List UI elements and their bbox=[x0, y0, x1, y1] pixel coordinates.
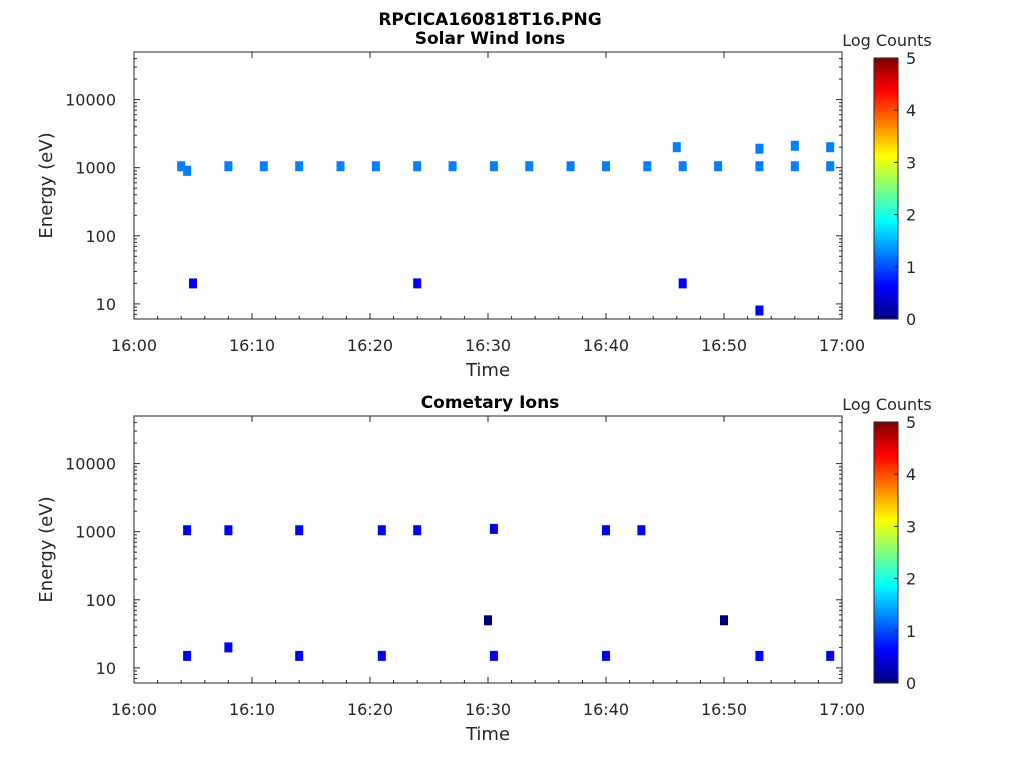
heatmap-cell bbox=[224, 161, 233, 172]
colorbar-tick-label: 0 bbox=[906, 310, 916, 329]
panel-cometary: 16:00 16:10 16:20 16:30 16:40 16:50 17:0010100… bbox=[36, 393, 932, 745]
colorbar-tick-label: 4 bbox=[906, 465, 916, 484]
plot-area bbox=[133, 415, 843, 684]
y-tick-label: 1000 bbox=[75, 159, 116, 178]
y-axis-label: Energy (eV) bbox=[36, 496, 57, 602]
colorbar-tick-label: 0 bbox=[906, 674, 916, 693]
colorbar-tick-label: 3 bbox=[906, 517, 916, 536]
x-tick-label: 16:20 bbox=[347, 700, 393, 719]
heatmap-cell bbox=[224, 642, 233, 653]
heatmap-cell bbox=[489, 650, 498, 661]
heatmap-cell bbox=[566, 161, 575, 172]
figure-title: RPCICA160818T16.PNG bbox=[378, 10, 601, 30]
x-axis-label: Time bbox=[465, 724, 510, 745]
panel-solar-wind: 16:00 16:10 16:20 16:30 16:40 16:50 17:0010100… bbox=[36, 29, 932, 381]
heatmap-cell bbox=[755, 143, 764, 154]
colorbar-tick-label: 5 bbox=[906, 413, 916, 432]
heatmap-cell bbox=[755, 650, 764, 661]
heatmap-cells bbox=[177, 140, 835, 316]
heatmap-cell bbox=[714, 161, 723, 172]
x-tick-label: 16:40 bbox=[583, 700, 629, 719]
x-tick-label: 16:30 bbox=[465, 700, 511, 719]
heatmap-cell bbox=[720, 615, 728, 626]
colorbar-tick-label: 2 bbox=[906, 206, 916, 225]
x-tick-label: 16:00 bbox=[111, 700, 157, 719]
x-axis-label: Time bbox=[465, 360, 510, 381]
y-tick-label: 10 bbox=[96, 659, 116, 678]
heatmap-cell bbox=[755, 161, 764, 172]
heatmap-cell bbox=[637, 525, 646, 536]
heatmap-cell bbox=[295, 650, 304, 661]
heatmap-cell bbox=[602, 525, 610, 536]
heatmap-cell bbox=[448, 161, 457, 172]
x-tick-label: 16:10 bbox=[229, 336, 275, 355]
x-tick-label: 17:00 bbox=[819, 700, 865, 719]
y-axis-label: Energy (eV) bbox=[36, 132, 57, 238]
heatmap-cell bbox=[377, 525, 386, 536]
y-tick-label: 100 bbox=[85, 227, 116, 246]
heatmap-cell bbox=[672, 142, 681, 153]
colorbar bbox=[873, 57, 899, 320]
panel-title: Cometary Ions bbox=[421, 393, 560, 413]
x-tick-label: 16:40 bbox=[583, 336, 629, 355]
panel-title: Solar Wind Ions bbox=[415, 29, 566, 49]
heatmap-cell bbox=[413, 278, 422, 289]
heatmap-cell bbox=[489, 523, 498, 534]
heatmap-cell bbox=[826, 142, 835, 153]
heatmap-cell bbox=[413, 161, 422, 172]
heatmap-cell bbox=[377, 650, 386, 661]
heatmap-cell bbox=[790, 161, 799, 172]
heatmap-cell bbox=[177, 161, 186, 172]
colorbar-tick-label: 1 bbox=[906, 258, 916, 277]
heatmap-cell bbox=[525, 161, 534, 172]
x-tick-label: 16:30 bbox=[465, 336, 511, 355]
plot-area bbox=[133, 51, 843, 320]
heatmap-cell bbox=[678, 161, 687, 172]
heatmap-cell bbox=[295, 525, 304, 536]
colorbar-tick-label: 4 bbox=[906, 101, 916, 120]
heatmap-cell bbox=[189, 278, 197, 289]
y-tick-label: 10 bbox=[96, 295, 116, 314]
heatmap-cell bbox=[295, 161, 304, 172]
heatmap-cell bbox=[643, 161, 652, 172]
heatmap-cell bbox=[602, 161, 610, 172]
heatmap-cell bbox=[826, 650, 835, 661]
colorbar-label: Log Counts bbox=[842, 31, 932, 50]
colorbar-tick-label: 1 bbox=[906, 622, 916, 641]
y-tick-label: 100 bbox=[85, 591, 116, 610]
x-tick-label: 16:50 bbox=[701, 336, 747, 355]
heatmap-cell bbox=[224, 525, 233, 536]
heatmap-cell bbox=[678, 278, 687, 289]
x-tick-label: 16:00 bbox=[111, 336, 157, 355]
heatmap-cell bbox=[259, 161, 268, 172]
x-tick-label: 17:00 bbox=[819, 336, 865, 355]
heatmap-cell bbox=[484, 615, 492, 626]
y-tick-label: 1000 bbox=[75, 523, 116, 542]
colorbar-tick-label: 2 bbox=[906, 570, 916, 589]
colorbar-tick-label: 5 bbox=[906, 49, 916, 68]
x-tick-label: 16:20 bbox=[347, 336, 393, 355]
heatmap-cell bbox=[413, 525, 422, 536]
colorbar-tick-label: 3 bbox=[906, 153, 916, 172]
heatmap-cell bbox=[183, 650, 192, 661]
heatmap-cell bbox=[826, 161, 835, 172]
heatmap-cell bbox=[371, 161, 380, 172]
heatmap-cells bbox=[183, 523, 835, 661]
x-tick-label: 16:10 bbox=[229, 700, 275, 719]
x-tick-label: 16:50 bbox=[701, 700, 747, 719]
y-tick-label: 10000 bbox=[65, 91, 116, 110]
colorbar-label: Log Counts bbox=[842, 395, 932, 414]
heatmap-cell bbox=[755, 305, 764, 316]
colorbar bbox=[873, 421, 899, 684]
y-tick-label: 10000 bbox=[65, 455, 116, 474]
heatmap-cell bbox=[790, 140, 799, 151]
heatmap-cell bbox=[489, 161, 498, 172]
heatmap-cell bbox=[183, 165, 192, 176]
heatmap-cell bbox=[183, 525, 192, 536]
heatmap-cell bbox=[336, 161, 345, 172]
heatmap-cell bbox=[602, 650, 610, 661]
